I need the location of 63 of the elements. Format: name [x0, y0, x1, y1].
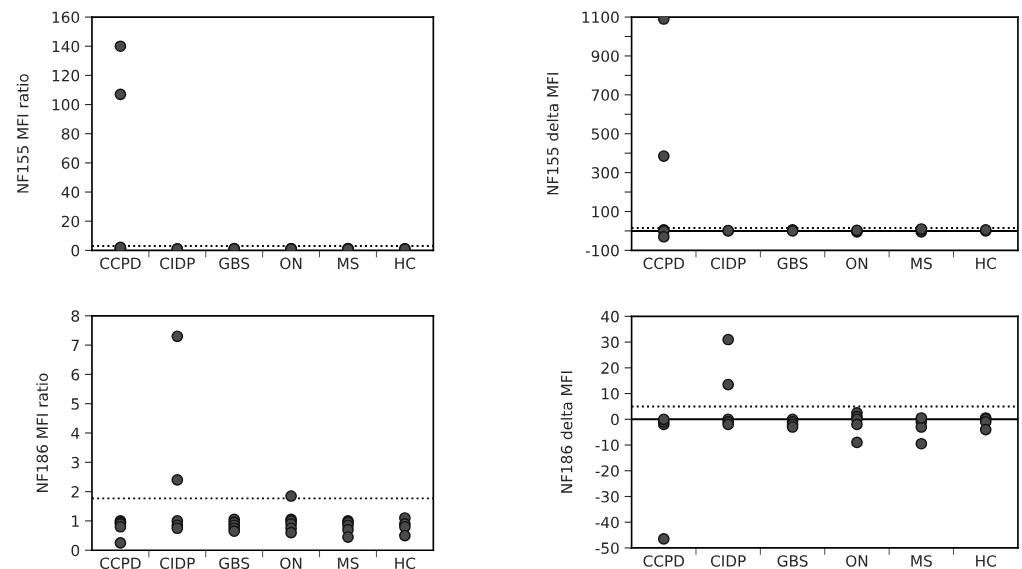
y-tick-label: 3	[71, 456, 79, 469]
y-tick-label: 120	[52, 69, 80, 82]
y-tick-label: 10	[602, 388, 619, 400]
x-tick-label: GBS	[777, 257, 808, 270]
y-tick-label: -30	[595, 490, 619, 503]
x-tick-label: ON	[280, 557, 302, 569]
x-tick-label: MS	[911, 257, 932, 270]
x-tick-label: GBS	[777, 555, 808, 567]
y-tick-label: 0	[611, 413, 619, 426]
y-tick-label: 80	[61, 128, 80, 140]
y-tick-label: 140	[52, 40, 80, 53]
x-tick-label: CCPD	[643, 555, 685, 567]
y-tick-label: 40	[61, 186, 80, 199]
y-tick-label: 900	[591, 50, 619, 62]
x-tick-label: CIDP	[160, 557, 195, 569]
y-tick-label: 40	[601, 310, 619, 323]
y-tick-label: 100	[52, 99, 80, 111]
y-tick-label: 4	[71, 427, 80, 439]
y-tick-label: 0	[71, 544, 80, 557]
x-tick-label: ON	[280, 257, 302, 270]
x-tick-label: CIDP	[710, 555, 746, 567]
y-tick-label: -40	[595, 516, 619, 529]
x-tick-label: CCPD	[100, 257, 141, 270]
y-axis-title: NF155 delta MFI	[546, 73, 559, 195]
x-tick-label: CCPD	[643, 257, 685, 270]
x-tick-label: HC	[976, 555, 996, 567]
x-tick-label: HC	[395, 257, 416, 270]
y-tick-label: 300	[591, 167, 619, 179]
y-axis-title: NF186 delta MFI	[560, 371, 573, 493]
y-tick-label: -10	[595, 439, 619, 452]
x-tick-label: HC	[976, 257, 996, 270]
y-tick-label: 0	[71, 244, 80, 257]
x-tick-label: CIDP	[160, 257, 195, 270]
y-tick-label: 500	[591, 128, 619, 140]
x-tick-label: MS	[338, 557, 359, 569]
y-tick-label: 60	[61, 157, 80, 169]
y-tick-label: 7	[71, 339, 79, 351]
x-tick-label: GBS	[219, 557, 250, 569]
y-tick-label: 20	[61, 215, 80, 228]
y-tick-label: -100	[585, 244, 619, 257]
x-tick-label: HC	[395, 557, 416, 569]
y-tick-label: 2	[71, 486, 79, 498]
y-axis-title: NF155 MFI ratio	[16, 74, 29, 193]
y-tick-label: -20	[595, 465, 619, 477]
x-tick-label: CIDP	[710, 257, 746, 270]
y-tick-label: 8	[71, 310, 80, 322]
x-tick-label: MS	[338, 257, 359, 270]
y-tick-label: 5	[71, 398, 79, 410]
x-tick-label: MS	[911, 555, 932, 567]
y-tick-label: 160	[52, 11, 80, 24]
y-tick-label: 700	[591, 89, 619, 101]
y-axis-title: NF186 MFI ratio	[36, 373, 49, 492]
y-tick-label: 1	[72, 515, 79, 527]
y-tick-label: 20	[601, 362, 619, 374]
y-tick-label: 1100	[582, 11, 619, 24]
x-tick-label: GBS	[219, 257, 250, 270]
x-tick-label: ON	[846, 555, 868, 567]
y-tick-label: 30	[601, 336, 619, 349]
x-tick-label: CCPD	[100, 557, 141, 569]
y-tick-label: 6	[71, 368, 80, 381]
y-tick-label: -50	[595, 542, 619, 554]
y-tick-label: 100	[592, 205, 619, 218]
x-tick-label: ON	[846, 257, 868, 270]
